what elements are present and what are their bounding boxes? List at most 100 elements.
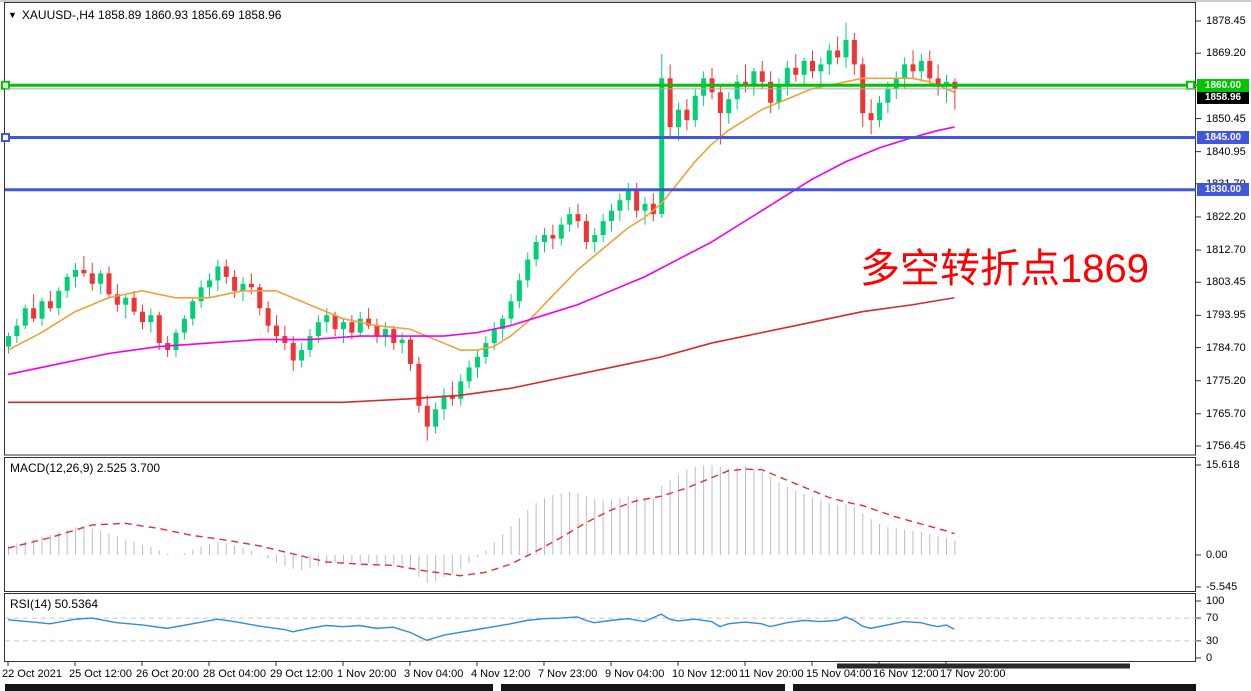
candle-body <box>449 395 455 399</box>
candle-body <box>483 343 489 357</box>
price-tick-label: 1793.95 <box>1206 309 1246 322</box>
candle-body <box>232 276 238 291</box>
candle-body <box>408 339 413 364</box>
candle-body <box>567 214 573 225</box>
candle-body <box>290 343 296 361</box>
main-panel-frame <box>4 2 1196 456</box>
candle-body <box>734 81 740 100</box>
candle-body <box>466 367 472 382</box>
candle-body <box>31 308 37 319</box>
candle-body <box>701 78 707 96</box>
time-tick-label: 11 Nov 20:00 <box>739 668 804 680</box>
line-left-handle[interactable] <box>1 133 10 143</box>
candle-body <box>140 311 145 323</box>
candle-body <box>181 318 187 333</box>
candle-body <box>382 329 388 337</box>
candle-body <box>684 109 690 121</box>
candle-body <box>717 92 723 114</box>
candle-body <box>207 280 212 288</box>
candle-body <box>223 266 229 277</box>
candle-body <box>366 318 372 326</box>
candle-body <box>726 99 732 114</box>
price-tick-label: 1803.45 <box>1206 276 1246 289</box>
candle-body <box>315 322 321 337</box>
time-tick-label: 15 Nov 04:00 <box>806 668 872 680</box>
candle-body <box>667 78 673 128</box>
macd-tick-label: -5.545 <box>1206 580 1238 593</box>
candle-body <box>676 109 681 128</box>
candle-body <box>575 214 581 222</box>
candle-body <box>433 409 439 427</box>
macd-tick-label: 15.618 <box>1206 459 1240 471</box>
rsi-tick-label: 100 <box>1206 595 1225 607</box>
candle-body <box>927 60 933 79</box>
candle-body <box>441 395 447 410</box>
candle-body <box>533 242 539 260</box>
candle-body <box>198 287 204 302</box>
candle-body <box>458 381 464 399</box>
candle-body <box>123 297 129 305</box>
candle-body <box>583 221 589 243</box>
candle-body <box>743 81 748 86</box>
candle-body <box>64 276 70 291</box>
candle-body <box>114 294 120 305</box>
price-tick-label: 1784.70 <box>1206 341 1246 354</box>
candle-body <box>600 221 606 236</box>
ma-fast-orange-line <box>7 77 955 351</box>
candle-body <box>868 113 874 121</box>
macd-panel-frame <box>4 457 1196 592</box>
macd-indicator-label: MACD(12,26,9) 2.525 3.700 <box>10 461 161 475</box>
candle-body <box>793 67 799 75</box>
hline-price-badge: 1845.00 <box>1197 131 1249 145</box>
macd-tick-label: 0.00 <box>1206 549 1228 561</box>
candle-body <box>851 39 857 65</box>
candle-body <box>215 266 221 281</box>
rsi-panel-frame <box>4 593 1196 662</box>
time-tick-label: 3 Nov 04:00 <box>404 668 464 680</box>
candle-body <box>332 315 338 330</box>
candle-body <box>374 325 380 337</box>
rsi-tick-label: 70 <box>1206 612 1219 625</box>
chart-title: ▼ XAUUSD-,H4 1858.89 1860.93 1856.69 1858… <box>8 8 281 22</box>
candle-body <box>22 308 28 326</box>
candle-body <box>500 318 506 330</box>
candle-body <box>617 200 623 211</box>
time-tick-label: 16 Nov 12:00 <box>873 668 939 680</box>
candle-body <box>257 287 263 309</box>
candle-body <box>826 50 832 65</box>
candle-body <box>877 102 882 121</box>
bottom-window-edge <box>5 684 493 691</box>
candle-body <box>349 322 355 333</box>
candle-body <box>944 81 949 86</box>
price-tick-label: 1850.45 <box>1206 112 1246 125</box>
candle-body <box>609 210 614 222</box>
h-scrollbar-thumb[interactable] <box>837 663 1130 669</box>
price-tick-label: 1775.20 <box>1206 374 1246 387</box>
candle-body <box>550 235 556 239</box>
bottom-window-edge <box>793 684 1196 691</box>
candle-body <box>475 356 480 368</box>
line-left-handle[interactable] <box>1 80 10 90</box>
candle-body <box>6 336 11 347</box>
price-tick-label: 1756.45 <box>1206 440 1246 452</box>
time-tick-label: 10 Nov 12:00 <box>672 668 738 680</box>
candle-body <box>357 318 363 333</box>
line-right-handle[interactable] <box>1186 80 1195 90</box>
candle-body <box>784 67 790 86</box>
candle-body <box>274 325 279 337</box>
candle-body <box>801 60 807 75</box>
candle-body <box>885 88 891 103</box>
symbol-dropdown-icon[interactable]: ▼ <box>8 10 17 20</box>
candle-body <box>47 301 53 309</box>
candle-body <box>508 301 514 319</box>
price-tick-label: 1765.70 <box>1206 407 1246 420</box>
candle-body <box>399 339 405 344</box>
candle-body <box>299 350 305 361</box>
candle-body <box>106 273 112 295</box>
candle-body <box>516 280 522 302</box>
hline-price-badge: 1830.00 <box>1197 183 1249 197</box>
candle-body <box>935 78 941 86</box>
candle-body <box>751 71 757 86</box>
time-tick-label: 4 Nov 12:00 <box>471 668 531 680</box>
